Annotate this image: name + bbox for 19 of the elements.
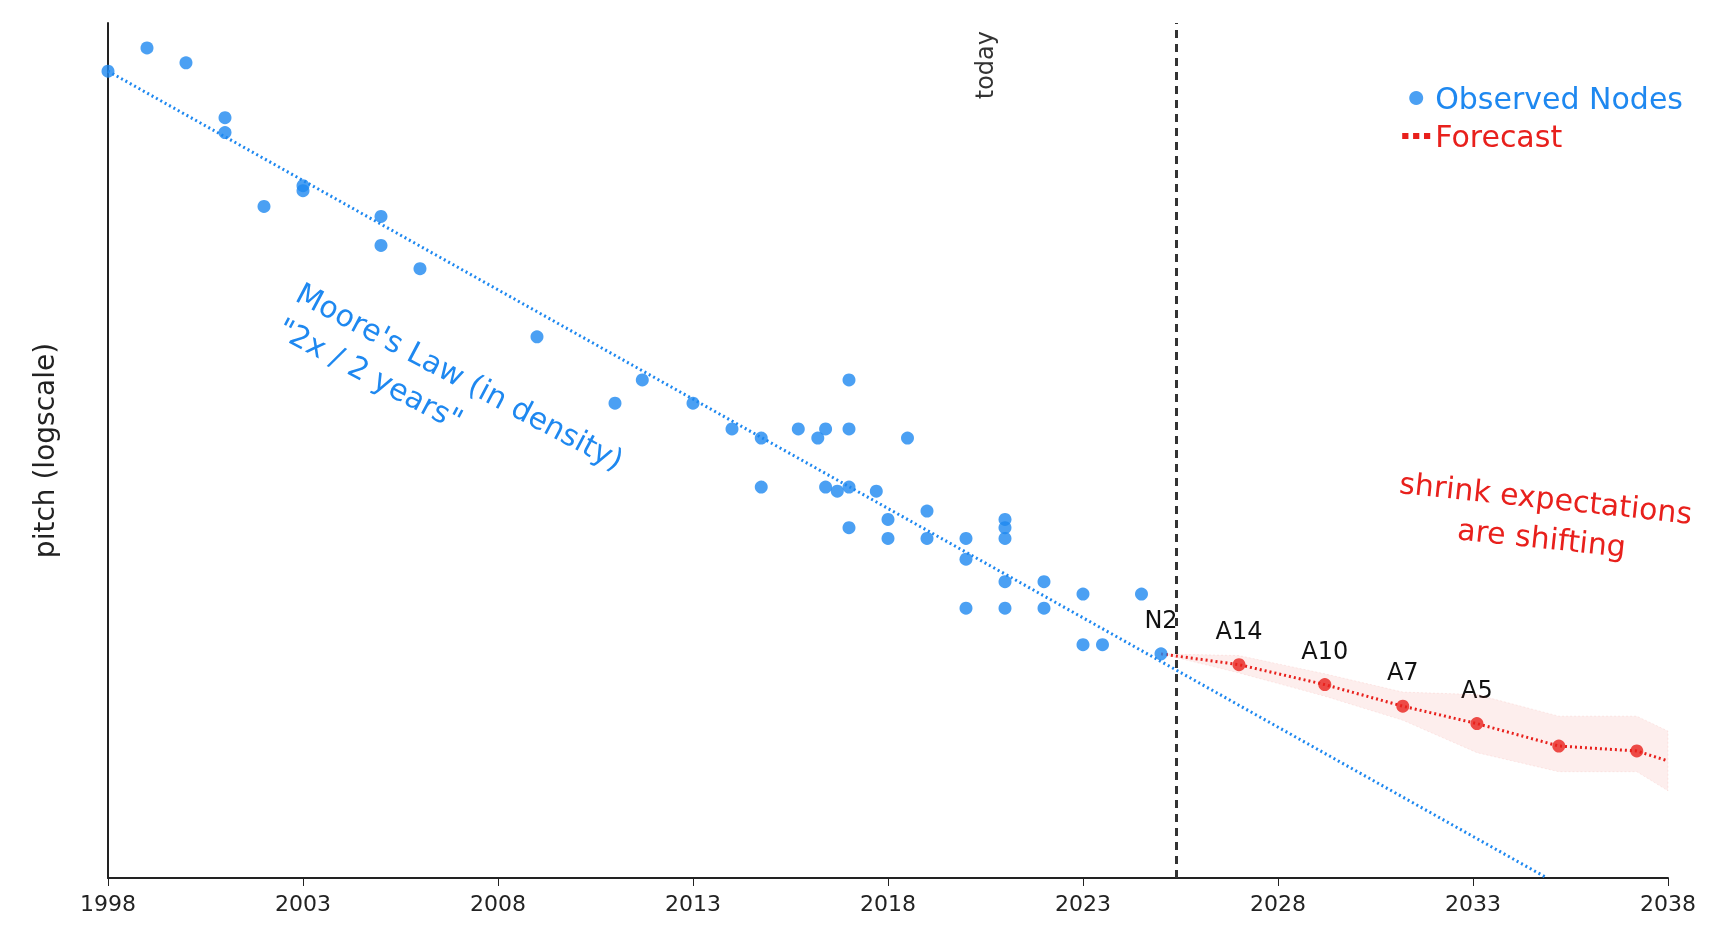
x-tick-label: 2013 [665,890,721,916]
legend-label: Observed Nodes [1435,80,1683,116]
annotation: A7 [1386,658,1419,687]
annotation: A5 [1461,675,1493,704]
annotation: A14 [1215,616,1263,645]
x-tick-label: 2023 [1055,890,1111,916]
x-tick-label: 2028 [1250,890,1306,916]
x-tick-label: 2008 [470,890,526,916]
x-tick-label: 1998 [80,890,136,916]
y-axis-title: pitch (logscale) [27,342,61,559]
x-tick-label: 2038 [1640,890,1696,916]
legend-label: Forecast [1435,118,1563,154]
x-tick-label: 2003 [275,890,331,916]
x-tick-label: 2018 [860,890,916,916]
annotation: A10 [1301,636,1349,665]
annotation: N2 [1144,605,1178,634]
ref-line-label: today [970,31,999,100]
annotation: shrink expectations are shifting [1397,465,1694,564]
x-tick-label: 2033 [1445,890,1501,916]
